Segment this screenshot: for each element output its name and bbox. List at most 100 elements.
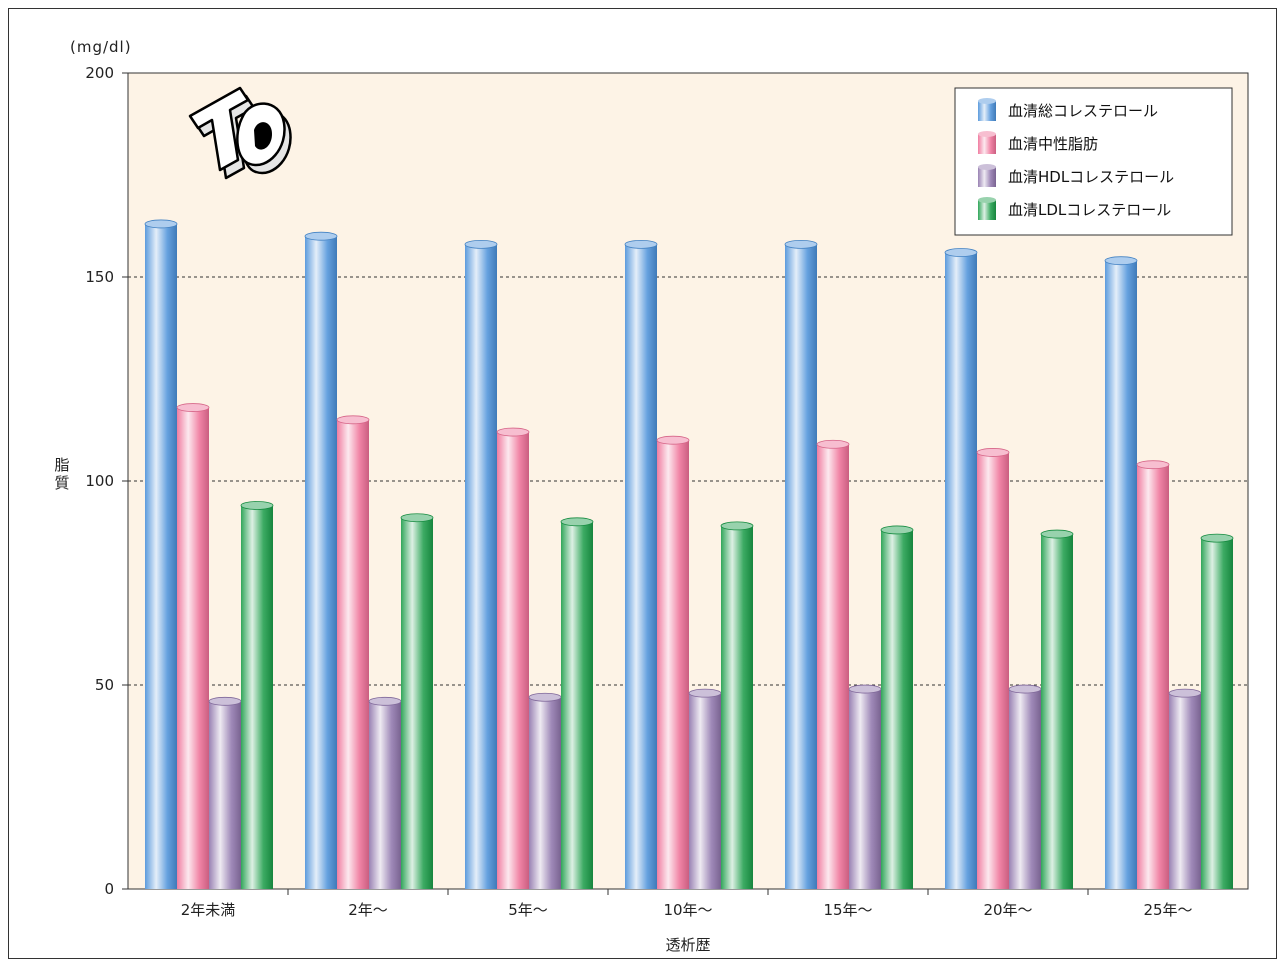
bar (1200, 533, 1234, 889)
bar (240, 501, 274, 889)
bar (1136, 460, 1170, 889)
bar-body (209, 701, 241, 889)
bar-cap (624, 239, 658, 249)
legend-label: 血清LDLコレステロール (1008, 201, 1171, 219)
bar (944, 248, 978, 889)
x-axis-label: 透析歴 (665, 936, 710, 954)
bar (528, 692, 562, 889)
bar-body (1105, 260, 1137, 889)
bar-body (1009, 689, 1041, 889)
bar-body (849, 689, 881, 889)
x-tick-label: 2年未満 (181, 901, 236, 919)
bar-body (1137, 464, 1169, 889)
bar (144, 219, 178, 889)
bar-cap (208, 696, 242, 706)
bar-cap (784, 239, 818, 249)
bar (784, 239, 818, 890)
bar-cap (496, 427, 530, 437)
y-axis-label: 脂質 (54, 456, 69, 492)
bar-body (657, 440, 689, 889)
bar-body (145, 223, 177, 889)
bar (1168, 688, 1202, 889)
bar (1008, 684, 1042, 889)
bar-body (561, 521, 593, 889)
legend-swatch (978, 167, 996, 187)
bar-cap (336, 415, 370, 425)
bar-cap (1168, 688, 1202, 698)
bar (688, 688, 722, 889)
bar-body (977, 452, 1009, 889)
y-unit-label: (mg/dl) (70, 38, 132, 56)
bar (848, 684, 882, 889)
bar-cap (144, 219, 178, 229)
x-tick-label: 15年～ (823, 901, 872, 919)
bar-cap (880, 525, 914, 535)
bar-body (369, 701, 401, 889)
bar (176, 403, 210, 889)
bar-cap (368, 696, 402, 706)
bar (304, 231, 338, 889)
legend-swatch (978, 101, 996, 121)
bar-body (465, 244, 497, 890)
bar-cap (176, 403, 210, 412)
bar (336, 415, 370, 889)
bars (144, 219, 1234, 890)
bar-cap (1008, 684, 1042, 694)
bar-body (401, 517, 433, 889)
bar-cap (464, 239, 498, 249)
legend-box (954, 87, 1233, 236)
bar-cap (688, 688, 722, 698)
bar-cap (976, 448, 1010, 457)
legend-item: 血清総コレステロール (978, 98, 1158, 121)
bar-body (689, 693, 721, 889)
y-tick-label: 0 (104, 880, 114, 898)
bar-body (881, 529, 913, 889)
bar-cap (816, 439, 850, 449)
bar-body (529, 697, 561, 889)
bar-body (497, 432, 529, 889)
bar-cap (528, 692, 562, 702)
y-tick-label: 100 (85, 472, 114, 490)
bar-body (817, 444, 849, 889)
legend-label: 血清中性脂肪 (1008, 135, 1098, 153)
bar-cap (944, 248, 978, 257)
bar (816, 439, 850, 889)
legend-item: 血清中性脂肪 (978, 131, 1098, 154)
bar-cap (304, 231, 338, 241)
y-axis-ticks: 0 50 100 150 200 (85, 64, 128, 898)
to-3d-logo (188, 86, 292, 180)
y-tick-label: 50 (95, 676, 114, 694)
legend-swatch (978, 134, 996, 154)
bar (368, 696, 402, 889)
bar (208, 696, 242, 889)
bar-cap (400, 513, 434, 523)
bar (624, 239, 658, 890)
bar-cap (720, 521, 754, 531)
bar-body (177, 407, 209, 889)
bar-cap (240, 501, 274, 510)
x-tick-label: 25年～ (1143, 901, 1192, 919)
bar (400, 513, 434, 889)
bar (880, 525, 914, 889)
legend-label: 血清総コレステロール (1008, 102, 1158, 120)
x-axis-ticks: 2年未満 2年～ 5年～ 10年～ 15年～ 20年～ 25年～ (181, 889, 1193, 919)
x-tick-label: 5年～ (508, 901, 548, 919)
legend-swatch (978, 200, 996, 220)
bar (496, 427, 530, 889)
bar-body (241, 505, 273, 889)
legend-label: 血清HDLコレステロール (1008, 168, 1174, 186)
bar (976, 448, 1010, 889)
bar-body (1041, 534, 1073, 889)
y-tick-label: 150 (85, 268, 114, 286)
x-tick-label: 20年～ (983, 901, 1032, 919)
bar-body (945, 252, 977, 889)
y-tick-label: 200 (85, 64, 114, 82)
bar-cap (1104, 256, 1138, 266)
bar-body (625, 244, 657, 890)
bar-body (785, 244, 817, 890)
bar-body (721, 525, 753, 889)
bar-body (305, 236, 337, 889)
